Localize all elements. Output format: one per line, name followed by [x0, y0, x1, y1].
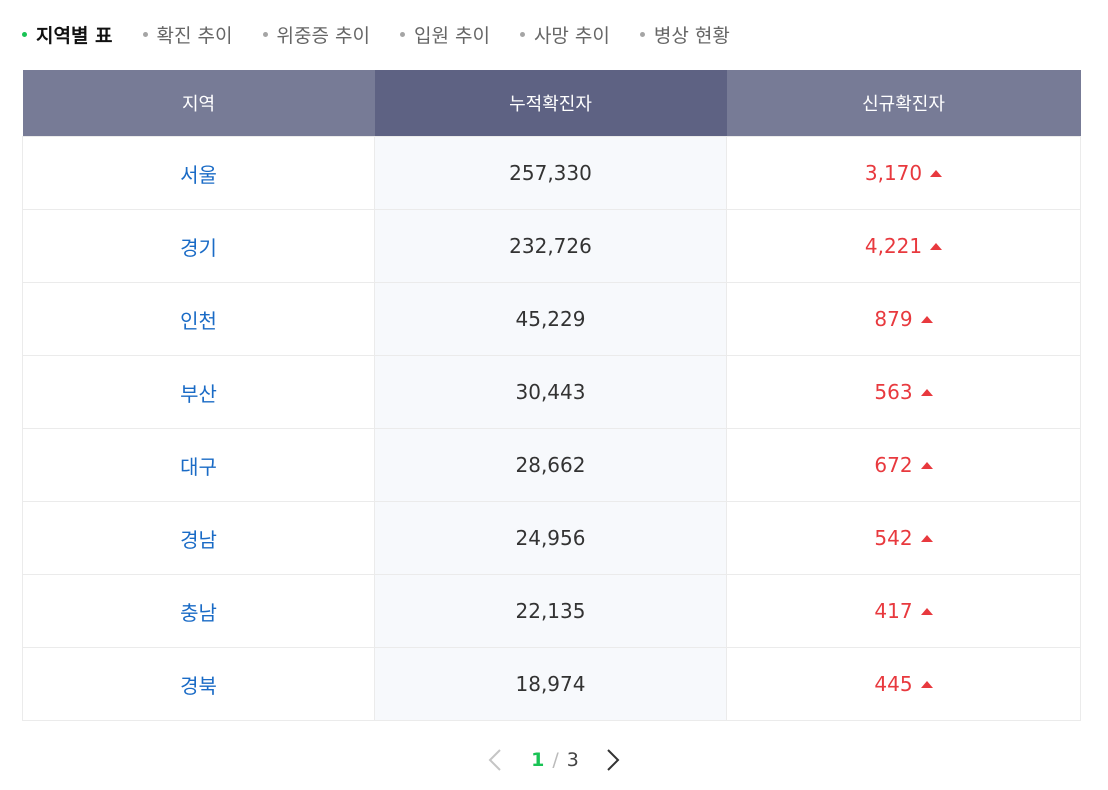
new-cases-value: 879 — [874, 307, 913, 331]
triangle-up-icon — [920, 389, 933, 396]
triangle-up-icon — [930, 243, 943, 250]
region-cell: 서울 — [22, 136, 375, 210]
header-cumulative: 누적확진자 — [374, 70, 727, 137]
region-cell: 경기 — [22, 209, 375, 283]
region-cell: 경남 — [22, 501, 375, 575]
new-cases-cell: 879 — [726, 282, 1081, 356]
new-cases-value: 672 — [874, 453, 913, 477]
tab-confirmed-trend[interactable]: 확진 추이 — [142, 21, 233, 48]
table-row: 인천 45,229 879 — [22, 282, 1081, 356]
region-cell: 충남 — [22, 574, 375, 648]
regional-table-container: 지역 누적확진자 신규확진자 서울 257,330 3,170 경기 232,7… — [22, 70, 1081, 721]
bullet-dot-icon — [22, 31, 27, 37]
tab-label: 사망 추이 — [533, 24, 610, 47]
table-row: 경북 18,974 445 — [22, 647, 1081, 721]
new-cases-cell: 417 — [726, 574, 1081, 648]
new-cases-value: 563 — [874, 380, 913, 404]
page-separator: / — [552, 749, 559, 771]
new-cases-value: 4,221 — [864, 234, 923, 258]
new-cases-cell: 563 — [726, 355, 1081, 429]
next-page-button[interactable] — [601, 745, 625, 775]
cumulative-cell: 22,135 — [374, 574, 727, 648]
triangle-up-icon — [920, 681, 933, 688]
table-row: 부산 30,443 563 — [22, 355, 1081, 429]
region-cell: 인천 — [22, 282, 375, 356]
triangle-up-icon — [920, 535, 933, 542]
new-cases-cell: 3,170 — [726, 136, 1081, 210]
region-cell: 경북 — [22, 647, 375, 721]
chevron-left-icon — [488, 749, 501, 771]
bullet-dot-icon — [639, 31, 645, 37]
new-cases-value: 417 — [874, 599, 913, 623]
bullet-dot-icon — [142, 31, 148, 37]
tab-label: 지역별 표 — [36, 24, 113, 47]
tab-label: 입원 추이 — [413, 24, 490, 47]
bullet-dot-icon — [399, 31, 405, 37]
tab-label: 위중증 추이 — [276, 24, 370, 47]
table-row: 경남 24,956 542 — [22, 501, 1081, 575]
current-page: 1 — [531, 749, 545, 771]
tab-label: 확진 추이 — [156, 24, 233, 47]
table-row: 서울 257,330 3,170 — [22, 136, 1081, 210]
tab-label: 병상 현황 — [653, 24, 730, 47]
region-cell: 부산 — [22, 355, 375, 429]
cumulative-cell: 18,974 — [374, 647, 727, 721]
cumulative-cell: 232,726 — [374, 209, 727, 283]
cumulative-cell: 28,662 — [374, 428, 727, 502]
tab-bed-status[interactable]: 병상 현황 — [639, 21, 730, 48]
triangle-up-icon — [920, 608, 933, 615]
chevron-right-icon — [607, 749, 620, 771]
tab-bar: 지역별 표 확진 추이 위중증 추이 입원 추이 사망 추이 병상 현황 — [22, 18, 760, 50]
regional-table: 지역 누적확진자 신규확진자 서울 257,330 3,170 경기 232,7… — [22, 70, 1081, 721]
new-cases-value: 542 — [874, 526, 913, 550]
header-region: 지역 — [22, 70, 375, 137]
tab-hospitalized-trend[interactable]: 입원 추이 — [399, 21, 490, 48]
new-cases-cell: 672 — [726, 428, 1081, 502]
triangle-up-icon — [920, 462, 933, 469]
total-pages: 3 — [566, 749, 579, 771]
tab-death-trend[interactable]: 사망 추이 — [519, 21, 610, 48]
new-cases-cell: 542 — [726, 501, 1081, 575]
cumulative-cell: 257,330 — [374, 136, 727, 210]
tab-critical-trend[interactable]: 위중증 추이 — [262, 21, 370, 48]
table-row: 경기 232,726 4,221 — [22, 209, 1081, 283]
new-cases-value: 445 — [874, 672, 913, 696]
pagination: 1 / 3 — [0, 740, 1108, 780]
cumulative-cell: 24,956 — [374, 501, 727, 575]
table-header-row: 지역 누적확진자 신규확진자 — [22, 70, 1081, 137]
region-cell: 대구 — [22, 428, 375, 502]
table-row: 충남 22,135 417 — [22, 574, 1081, 648]
cumulative-cell: 45,229 — [374, 282, 727, 356]
new-cases-cell: 4,221 — [726, 209, 1081, 283]
cumulative-cell: 30,443 — [374, 355, 727, 429]
table-row: 대구 28,662 672 — [22, 428, 1081, 502]
bullet-dot-icon — [519, 31, 525, 37]
triangle-up-icon — [920, 316, 933, 323]
new-cases-cell: 445 — [726, 647, 1081, 721]
new-cases-value: 3,170 — [864, 161, 923, 185]
tab-regional-table[interactable]: 지역별 표 — [22, 21, 113, 48]
bullet-dot-icon — [262, 31, 268, 37]
triangle-up-icon — [930, 170, 943, 177]
header-new: 신규확진자 — [726, 70, 1081, 137]
prev-page-button[interactable] — [483, 745, 507, 775]
